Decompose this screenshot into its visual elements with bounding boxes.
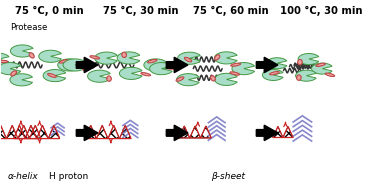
Wedge shape bbox=[117, 52, 140, 64]
Polygon shape bbox=[25, 125, 37, 139]
Wedge shape bbox=[262, 69, 283, 80]
Polygon shape bbox=[119, 125, 131, 139]
Polygon shape bbox=[14, 125, 25, 139]
Ellipse shape bbox=[325, 73, 335, 77]
Wedge shape bbox=[88, 70, 110, 82]
Wedge shape bbox=[0, 63, 21, 75]
Wedge shape bbox=[296, 70, 316, 81]
Polygon shape bbox=[166, 125, 188, 141]
Text: 75 °C, 30 min: 75 °C, 30 min bbox=[103, 6, 179, 16]
Ellipse shape bbox=[0, 60, 8, 63]
Wedge shape bbox=[266, 58, 287, 69]
Ellipse shape bbox=[265, 61, 274, 64]
Ellipse shape bbox=[48, 73, 56, 77]
Polygon shape bbox=[256, 57, 278, 73]
Ellipse shape bbox=[316, 63, 325, 66]
Ellipse shape bbox=[59, 60, 69, 63]
Polygon shape bbox=[179, 126, 190, 138]
Wedge shape bbox=[119, 67, 142, 79]
Wedge shape bbox=[178, 52, 200, 64]
Polygon shape bbox=[29, 125, 41, 139]
Wedge shape bbox=[215, 52, 237, 64]
Polygon shape bbox=[18, 125, 29, 139]
Text: 75 °C, 60 min: 75 °C, 60 min bbox=[193, 6, 269, 16]
Ellipse shape bbox=[184, 57, 192, 62]
Polygon shape bbox=[0, 125, 6, 139]
Wedge shape bbox=[144, 59, 167, 71]
Wedge shape bbox=[63, 59, 86, 71]
Ellipse shape bbox=[215, 55, 220, 60]
Ellipse shape bbox=[230, 72, 240, 75]
Wedge shape bbox=[11, 45, 33, 57]
Ellipse shape bbox=[107, 76, 112, 81]
Ellipse shape bbox=[166, 67, 177, 69]
Ellipse shape bbox=[270, 71, 279, 75]
Text: α-helix: α-helix bbox=[8, 172, 39, 181]
Ellipse shape bbox=[176, 77, 184, 81]
Text: β-sheet: β-sheet bbox=[211, 172, 245, 181]
Wedge shape bbox=[10, 74, 33, 86]
Wedge shape bbox=[39, 50, 62, 62]
Text: Protease: Protease bbox=[10, 23, 47, 32]
Polygon shape bbox=[108, 125, 119, 139]
Ellipse shape bbox=[211, 76, 215, 81]
Ellipse shape bbox=[147, 59, 157, 63]
Ellipse shape bbox=[122, 52, 127, 58]
Wedge shape bbox=[0, 53, 9, 65]
Polygon shape bbox=[200, 126, 211, 138]
Ellipse shape bbox=[11, 71, 17, 76]
Wedge shape bbox=[43, 70, 66, 82]
Polygon shape bbox=[6, 125, 18, 139]
Ellipse shape bbox=[231, 63, 241, 66]
Polygon shape bbox=[48, 125, 60, 139]
Polygon shape bbox=[96, 125, 108, 139]
Ellipse shape bbox=[90, 56, 100, 59]
Wedge shape bbox=[311, 63, 332, 74]
Wedge shape bbox=[95, 52, 118, 64]
Wedge shape bbox=[177, 74, 199, 86]
Polygon shape bbox=[190, 126, 200, 138]
Ellipse shape bbox=[83, 67, 92, 70]
Wedge shape bbox=[58, 59, 81, 71]
Text: 100 °C, 30 min: 100 °C, 30 min bbox=[280, 6, 362, 16]
Polygon shape bbox=[283, 127, 293, 137]
Wedge shape bbox=[150, 63, 172, 75]
Polygon shape bbox=[76, 57, 98, 73]
Polygon shape bbox=[256, 125, 278, 141]
Polygon shape bbox=[76, 125, 98, 141]
Polygon shape bbox=[273, 127, 283, 137]
Ellipse shape bbox=[29, 53, 34, 58]
Wedge shape bbox=[232, 63, 255, 75]
Wedge shape bbox=[215, 73, 237, 85]
Ellipse shape bbox=[296, 75, 301, 80]
Polygon shape bbox=[166, 57, 188, 73]
Text: 75 °C, 0 min: 75 °C, 0 min bbox=[15, 6, 84, 16]
Ellipse shape bbox=[297, 59, 302, 65]
Wedge shape bbox=[298, 53, 319, 65]
Text: H proton: H proton bbox=[49, 172, 88, 181]
Polygon shape bbox=[85, 125, 96, 139]
Polygon shape bbox=[37, 125, 48, 139]
Ellipse shape bbox=[141, 73, 150, 76]
